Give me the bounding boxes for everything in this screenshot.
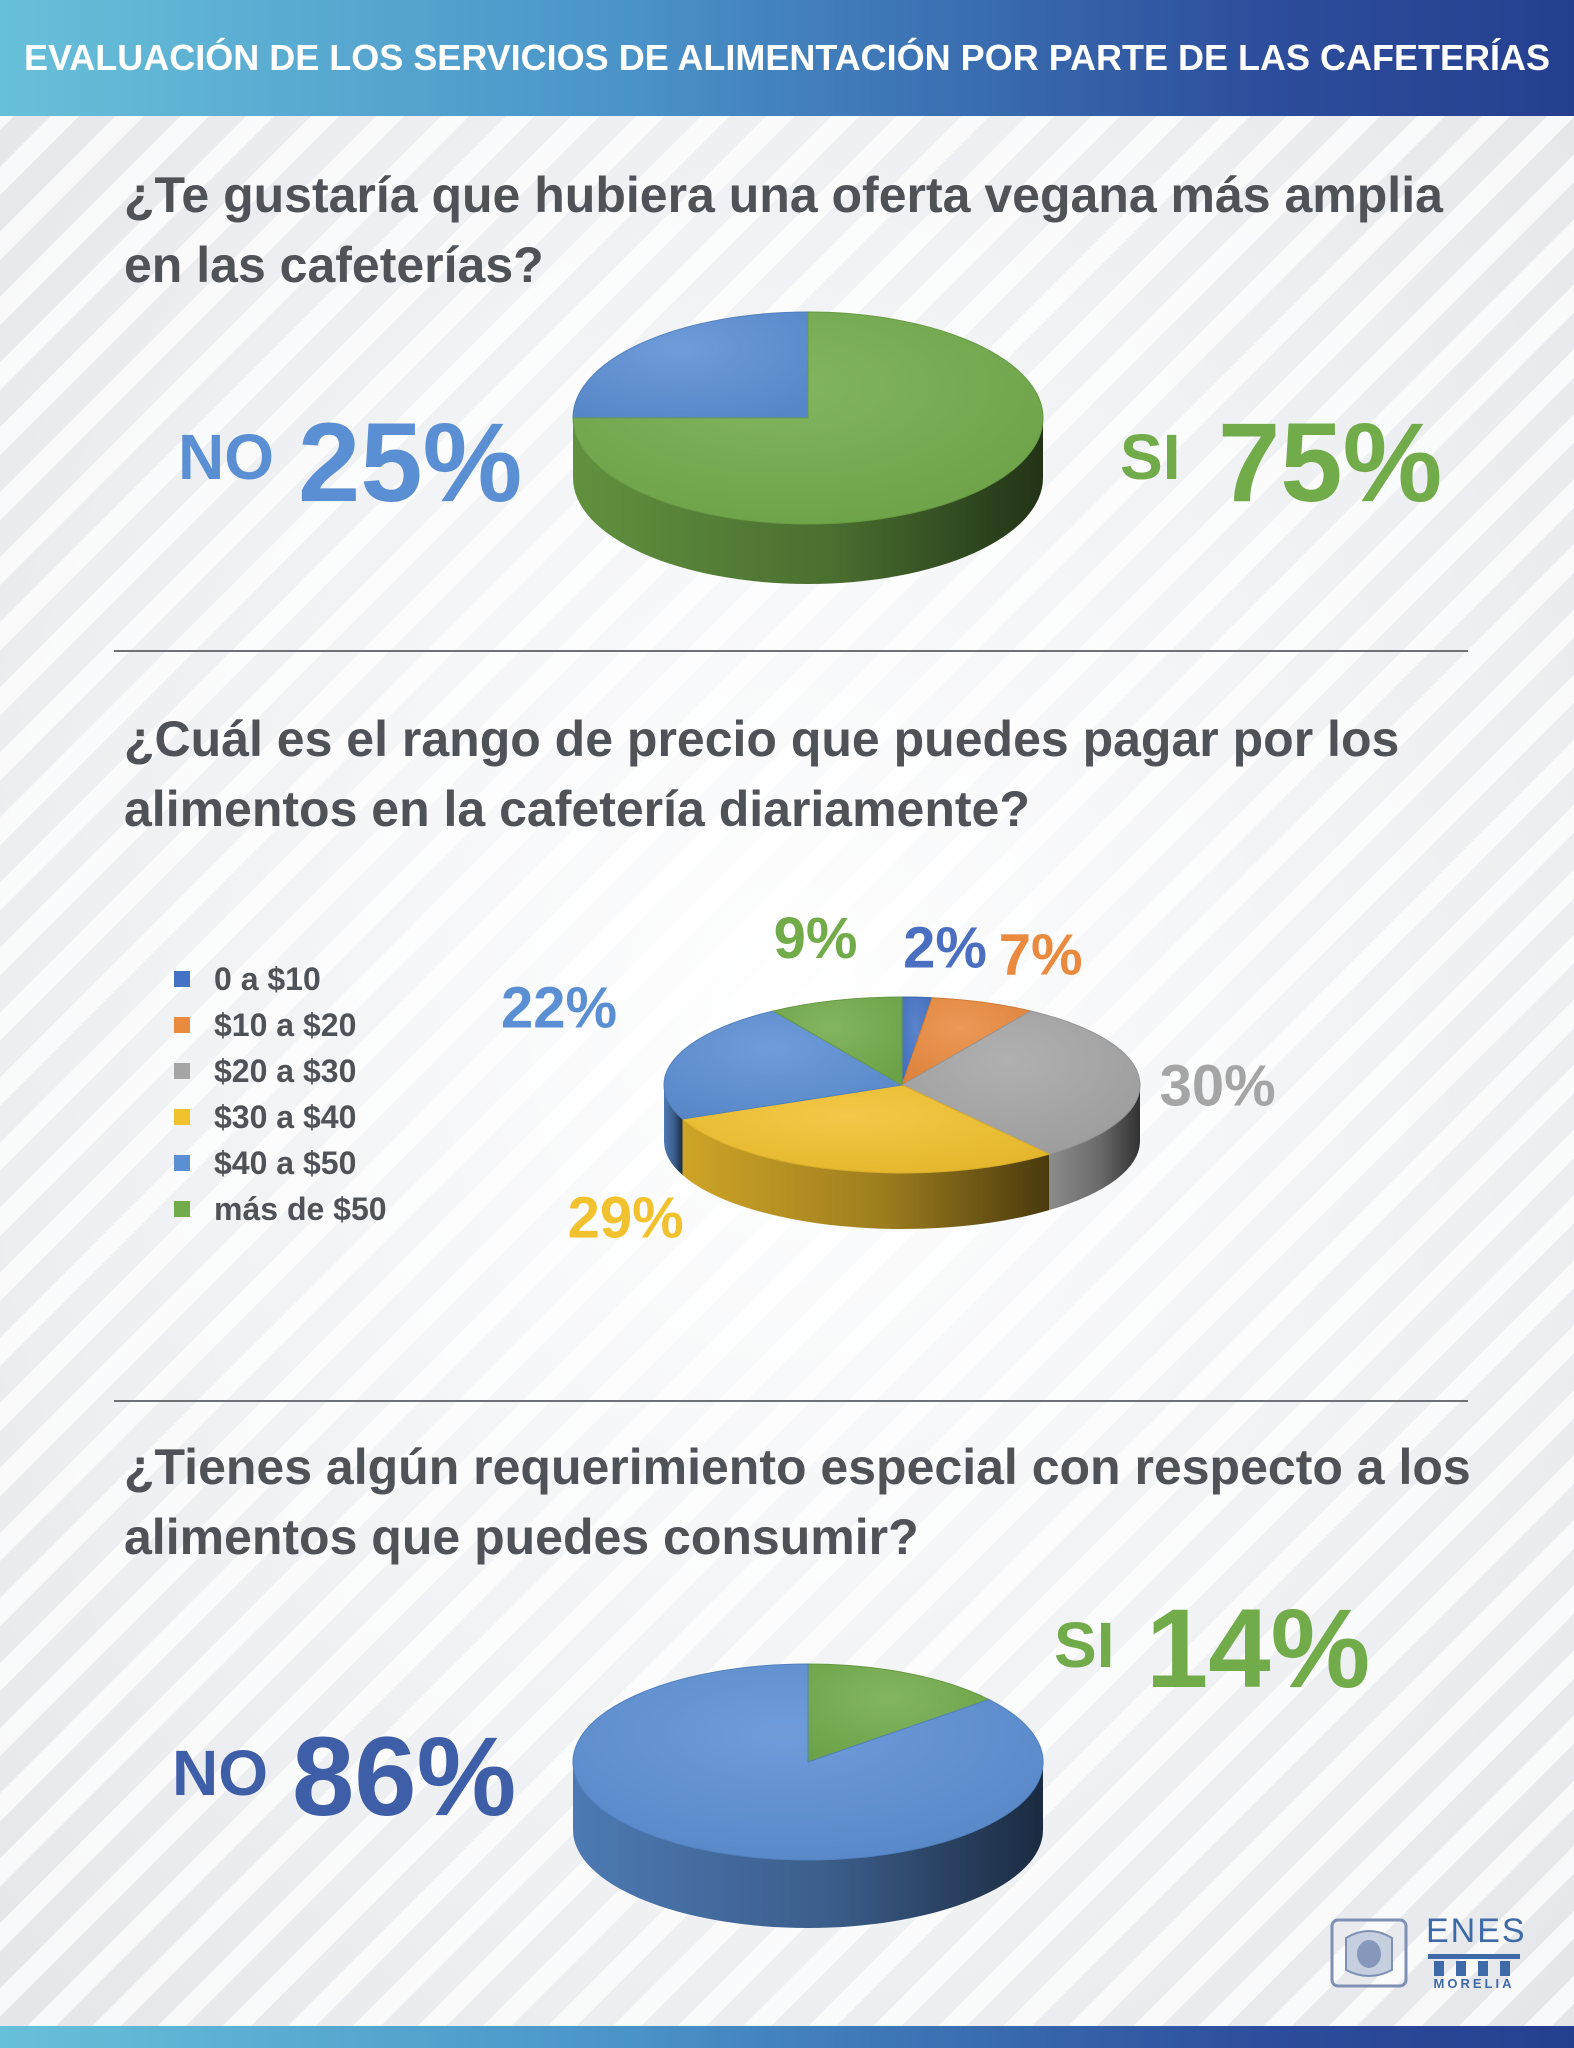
question-2: ¿Cuál es el rango de precio que puedes p… — [124, 704, 1484, 844]
legend-swatch — [174, 1155, 190, 1171]
legend-label: $20 a $30 — [214, 1052, 357, 1089]
question-2-line-1: ¿Cuál es el rango de precio que puedes p… — [124, 711, 1400, 767]
legend-label: $30 a $40 — [214, 1098, 357, 1135]
pie-label-10-a-20: 7% — [999, 922, 1083, 987]
legend-item: $30 a $40 — [174, 1094, 387, 1140]
pie-slice-m-s-de-50 — [771, 996, 903, 1086]
q3-no-value: 86% — [292, 1714, 517, 1839]
legend-swatch — [174, 1109, 190, 1125]
pie-chart-special-requirement — [572, 1663, 1044, 1928]
pie-side-30-a-40 — [682, 1118, 1050, 1230]
pie-slice-30-a-40 — [681, 1084, 1051, 1174]
header-bar — [0, 0, 1574, 116]
q3-no-word: NO — [172, 1737, 268, 1809]
logo-area: ENES MORELIA — [1328, 1912, 1525, 1996]
footer-bar — [0, 2026, 1574, 2048]
legend-label: más de $50 — [214, 1190, 387, 1227]
legend-item: más de $50 — [174, 1186, 387, 1232]
legend-item: $40 a $50 — [174, 1140, 387, 1186]
question-3: ¿Tienes algún requerimiento especial con… — [124, 1432, 1484, 1572]
enes-logo-text: ENES — [1426, 1912, 1527, 1950]
legend-swatch — [174, 971, 190, 987]
q1-no-word: NO — [178, 421, 274, 493]
question-3-line-2: alimentos que puedes consumir? — [124, 1509, 919, 1565]
pie-side-si — [573, 418, 1043, 584]
legend-label: $40 a $50 — [214, 1144, 357, 1181]
legend-item: $10 a $20 — [174, 1002, 387, 1048]
legend-swatch — [174, 1017, 190, 1033]
divider-1 — [114, 650, 1468, 652]
question-3-line-1: ¿Tienes algún requerimiento especial con… — [124, 1439, 1471, 1495]
pie-side-no — [573, 1762, 1043, 1928]
pie-chart-price: 2% 7% 30% 29% 22% 9% — [501, 906, 1276, 1250]
q1-si-value: 75% — [1218, 400, 1443, 525]
pie-label-0-a-10: 2% — [903, 916, 987, 981]
q3-si-value: 14% — [1146, 1586, 1371, 1711]
morelia-logo-text: MORELIA — [1433, 1976, 1515, 1991]
price-legend: 0 a $10 $10 a $20 $20 a $30 $30 a $40 $4… — [174, 956, 387, 1232]
divider-2 — [114, 1400, 1468, 1402]
pie-label-30-a-40: 29% — [568, 1186, 684, 1251]
pie-slice-20-a-30 — [900, 1010, 1141, 1155]
q3-si-word: SI — [1054, 1609, 1115, 1681]
legend-label: 0 a $10 — [214, 960, 321, 997]
columns-icon — [1428, 1954, 1520, 1976]
question-2-line-2: alimentos en la cafetería diariamente? — [124, 781, 1030, 837]
legend-swatch — [174, 1063, 190, 1079]
pie-label-40-a-50: 22% — [501, 975, 617, 1040]
pie-slice-si — [572, 311, 1044, 525]
legend-item: $20 a $30 — [174, 1048, 387, 1094]
pie-slice-40-a-50 — [663, 1010, 904, 1120]
question-1-line-2: en las cafeterías? — [124, 237, 544, 293]
q1-si-word: SI — [1120, 421, 1181, 493]
question-1: ¿Te gustaría que hubiera una oferta vega… — [124, 160, 1484, 300]
pie-chart-vegan — [572, 311, 1044, 584]
q1-no-value: 25% — [298, 400, 523, 525]
page-title: EVALUACIÓN DE LOS SERVICIOS DE ALIMENTAC… — [23, 37, 1551, 78]
pie-slice-10-a-20 — [901, 997, 1033, 1087]
pie-label-20-a-30: 30% — [1160, 1054, 1276, 1119]
pie-slice-no — [572, 1663, 1044, 1861]
legend-item: 0 a $10 — [174, 956, 387, 1002]
pie-slice-si — [807, 1663, 991, 1763]
question-1-line-1: ¿Te gustaría que hubiera una oferta vega… — [124, 167, 1443, 223]
pie-side-40-a-50 — [664, 1085, 683, 1175]
pie-slice-no — [572, 311, 809, 419]
pie-label-m-s-de-50: 9% — [774, 906, 858, 971]
legend-swatch — [174, 1201, 190, 1217]
pie-side-20-a-30 — [1049, 1085, 1140, 1211]
unam-seal-icon — [1330, 1918, 1408, 1988]
legend-label: $10 a $20 — [214, 1006, 357, 1043]
